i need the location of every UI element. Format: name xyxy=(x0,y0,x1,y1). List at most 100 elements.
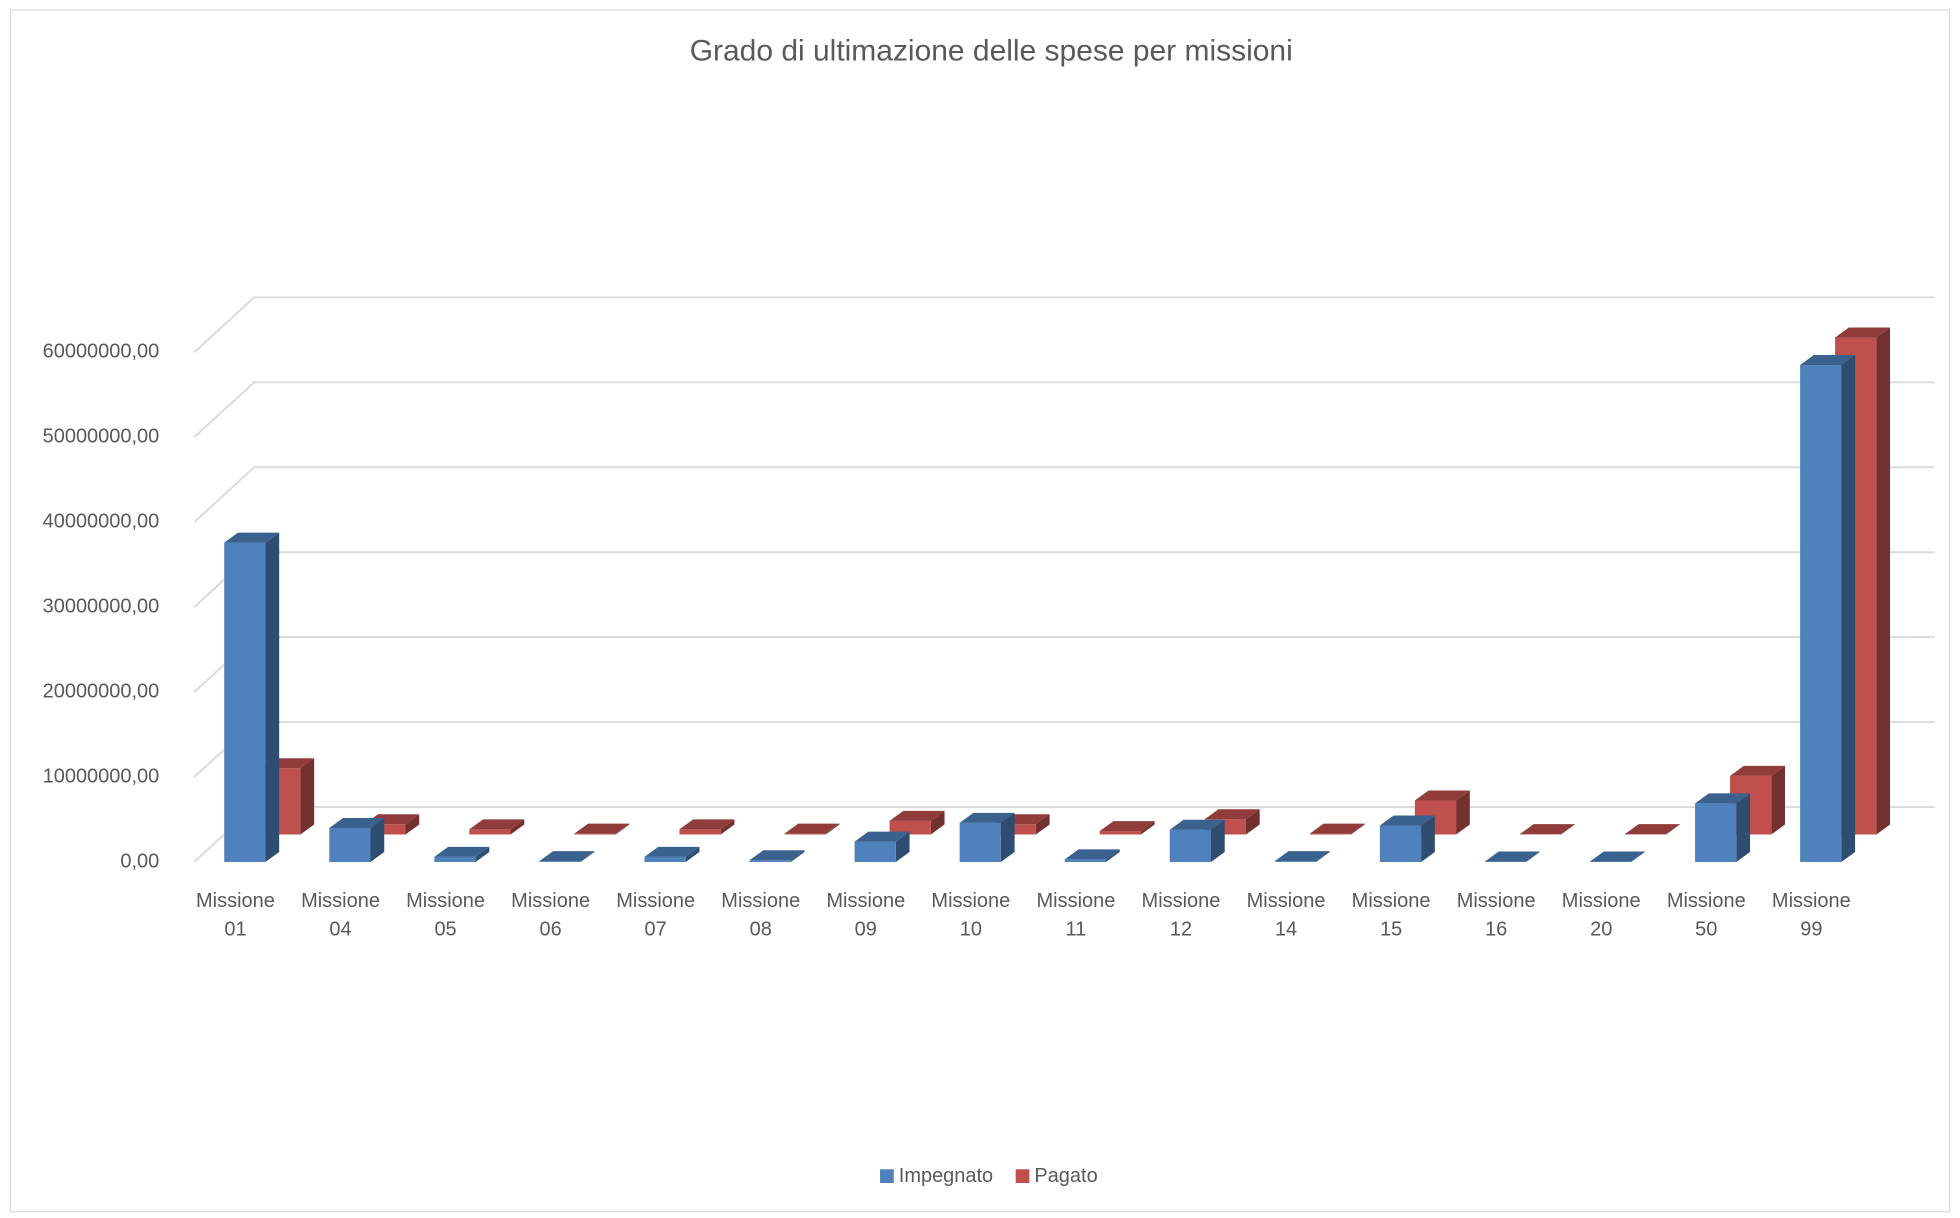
x-tick-label-box: Missione 12 xyxy=(1142,891,1221,941)
bar-group xyxy=(1519,824,1575,835)
x-tick-label: Missione 07 xyxy=(616,890,696,941)
bar-side xyxy=(685,846,700,862)
bar-side xyxy=(1140,821,1155,835)
bar-top xyxy=(1204,809,1260,820)
bar-side xyxy=(405,814,420,835)
bar xyxy=(224,542,266,862)
bar-side xyxy=(1351,823,1365,835)
bar-side xyxy=(1561,824,1575,835)
x-tick-label-box: Missione 50 xyxy=(1667,891,1746,941)
bar-top xyxy=(1169,819,1225,830)
bar-top xyxy=(469,819,525,830)
bar xyxy=(364,824,406,835)
bar xyxy=(1695,803,1737,862)
bar-group xyxy=(329,817,385,862)
bar xyxy=(1169,829,1211,862)
x-tick-label-box: Missione 16 xyxy=(1457,891,1536,941)
x-tick-label-box: Missione 15 xyxy=(1351,890,1431,941)
bar xyxy=(1064,859,1106,862)
x-tick-label: Missione 15 xyxy=(1351,890,1431,941)
bar-group xyxy=(539,851,595,862)
bar-top xyxy=(574,823,630,834)
bar-side xyxy=(1245,809,1260,835)
bar-side xyxy=(370,817,385,862)
bar xyxy=(994,824,1036,835)
bar-side xyxy=(1105,849,1120,862)
bar-top xyxy=(749,850,805,861)
x-tick-label: Missione 06 xyxy=(511,890,591,941)
x-tick-label-box: Missione 04 xyxy=(301,890,380,941)
y-tick-label: 40000000,00 xyxy=(43,510,160,532)
bar-side xyxy=(475,846,490,862)
y-tick-label: 50000000,00 xyxy=(43,426,160,448)
bar-top xyxy=(854,831,910,842)
x-tick-label: Missione 08 xyxy=(721,890,801,941)
bar-side xyxy=(1526,851,1540,862)
bar xyxy=(749,860,791,862)
bar xyxy=(1379,825,1422,862)
bar-side xyxy=(300,758,315,835)
x-tick-label: Missione 11 xyxy=(1036,890,1116,941)
bar-side xyxy=(1771,765,1786,835)
bar-top xyxy=(224,532,280,543)
bar-side xyxy=(510,819,525,835)
bar-group xyxy=(1169,819,1225,862)
bar xyxy=(1309,833,1352,835)
bar-top xyxy=(644,846,700,857)
bar-group xyxy=(644,846,700,862)
bar xyxy=(1800,365,1842,862)
x-tick-label-box: Missione 11 xyxy=(1036,890,1116,941)
bar-side xyxy=(1421,815,1435,862)
grid-line xyxy=(193,466,1935,523)
x-tick-label-box: Missione 05 xyxy=(406,890,485,941)
x-tick-label-box: Missione 01 xyxy=(196,891,275,941)
legend-label: Pagato xyxy=(1034,1165,1097,1187)
x-tick-label-box: Missione 09 xyxy=(826,891,905,941)
x-tick-label-box: Missione 08 xyxy=(721,890,801,941)
bar-group xyxy=(1484,851,1540,862)
bar-top xyxy=(329,817,385,828)
bar-side xyxy=(1736,793,1751,862)
x-tick-label-box: Missione 06 xyxy=(511,890,591,941)
bar-side xyxy=(580,851,595,862)
bar-top xyxy=(539,851,595,862)
bar-group xyxy=(1589,851,1645,862)
x-tick-label: Missione 99 xyxy=(1771,890,1851,941)
x-tick-label: Missione 05 xyxy=(406,890,485,941)
y-tick-label: 30000000,00 xyxy=(43,595,160,617)
bar-side xyxy=(1631,851,1645,862)
bar-group xyxy=(469,819,525,835)
bar-side xyxy=(825,823,840,835)
bar-group xyxy=(1800,355,1856,862)
bar-top xyxy=(1800,355,1856,366)
x-tick-label: Missione 20 xyxy=(1561,890,1641,941)
bar-group xyxy=(854,831,910,862)
bar-top xyxy=(1589,851,1645,862)
bar-top xyxy=(1695,793,1751,804)
bar-side xyxy=(1876,327,1891,835)
x-tick-label: Missione 04 xyxy=(301,890,380,941)
bar-top xyxy=(889,810,945,821)
bar xyxy=(889,820,931,835)
bar-side xyxy=(1841,355,1856,862)
y-tick-label: 20000000,00 xyxy=(43,680,160,702)
bar xyxy=(679,829,721,835)
bar-top xyxy=(1379,815,1435,826)
bar-group xyxy=(1274,851,1330,862)
bar-group xyxy=(749,850,805,862)
x-tick-label-box: Missione 20 xyxy=(1561,890,1641,941)
bar-group xyxy=(784,823,840,835)
bar xyxy=(1099,831,1141,835)
bar xyxy=(854,841,896,862)
bar-top xyxy=(1274,851,1330,862)
bar xyxy=(539,861,581,862)
bar-side xyxy=(1000,812,1015,862)
bar-top xyxy=(1484,851,1540,862)
bar-group xyxy=(1379,815,1435,862)
x-tick-label-box: Missione 10 xyxy=(931,891,1010,941)
bar-group xyxy=(1624,824,1680,835)
bar-group xyxy=(574,823,630,835)
bar-side xyxy=(895,831,910,862)
